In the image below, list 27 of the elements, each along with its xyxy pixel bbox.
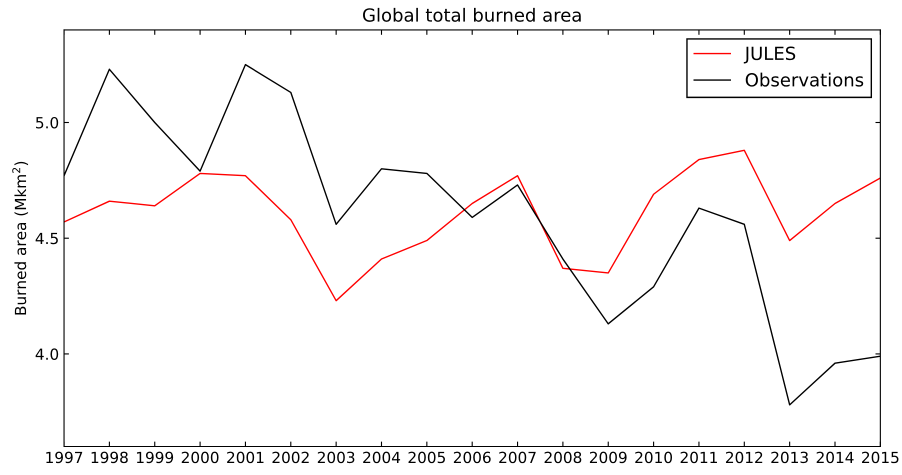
x-tick-label: 2008: [544, 452, 582, 464]
x-tick-label: 2004: [363, 452, 400, 464]
x-tick-label: 2001: [227, 452, 264, 464]
y-axis-title: Burned area (Mkm$^{2}$): [12, 162, 28, 315]
x-tick-label: 1999: [136, 452, 174, 464]
chart-title: Global total burned area: [363, 8, 581, 22]
y-tick-label: 5.0: [36, 116, 58, 129]
legend-label: Observations: [746, 72, 864, 87]
x-tick-label: 2003: [318, 452, 354, 464]
x-tick-label: 2011: [680, 452, 717, 464]
line-series: [64, 150, 880, 302]
x-tick-label: 2006: [454, 452, 491, 464]
x-tick-label: 2005: [408, 452, 445, 464]
legend-label: JULES: [744, 46, 796, 64]
x-tick-label: 2015: [862, 452, 898, 464]
x-tick-label: 2013: [771, 452, 808, 464]
x-tick-label: 2009: [590, 452, 627, 464]
x-tick-label: 2002: [272, 452, 309, 464]
x-tick-label: 2010: [635, 452, 672, 464]
y-tick-label: 4.5: [36, 232, 58, 244]
x-tick-label: 2012: [726, 452, 762, 464]
x-tick-label: 1997: [46, 452, 82, 464]
y-tick-label: 4.0: [36, 348, 58, 360]
x-tick-label: 2014: [816, 452, 854, 464]
x-tick-label: 2000: [182, 452, 219, 464]
x-tick-label: 2007: [499, 452, 536, 464]
x-tick-label: 1998: [92, 452, 128, 464]
